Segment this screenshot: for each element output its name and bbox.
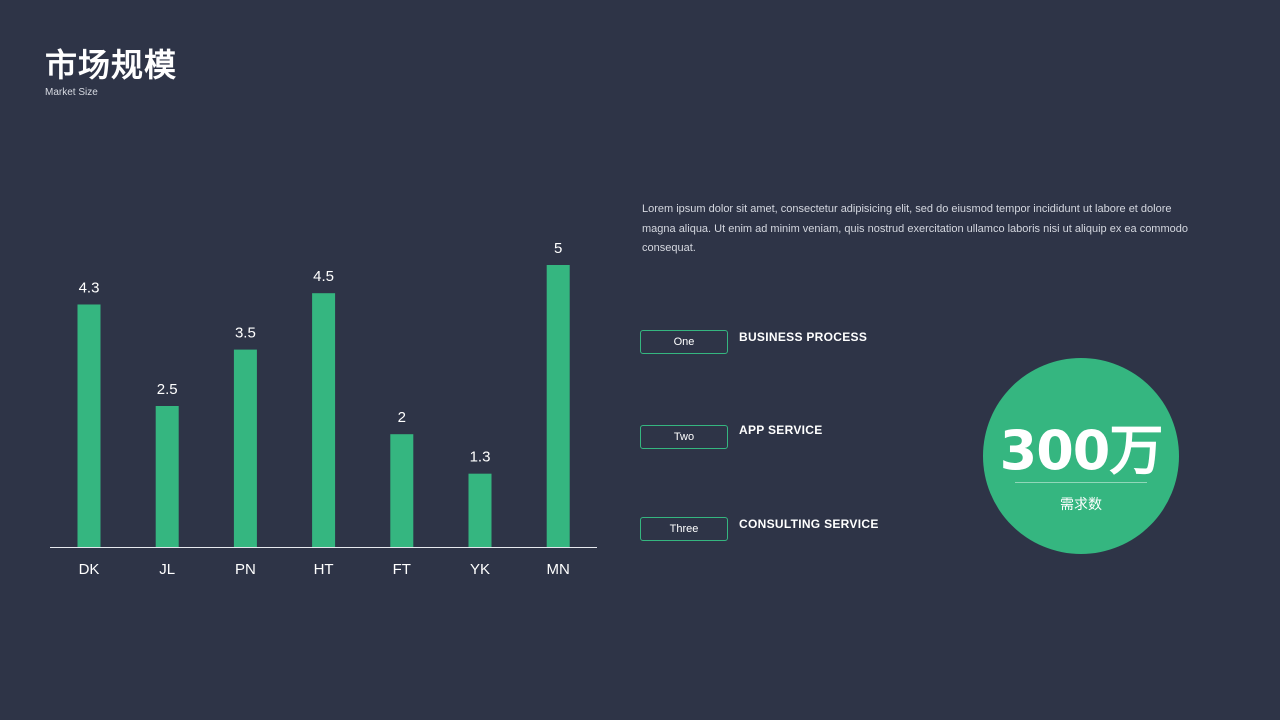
service-label-consulting-service: CONSULTING SERVICE	[739, 517, 879, 531]
stat-value: 300万	[999, 419, 1164, 482]
data-label-ft: 2	[398, 409, 406, 426]
service-label-app-service: APP SERVICE	[739, 423, 823, 437]
bar-ft	[390, 434, 414, 547]
stat-divider	[1015, 482, 1147, 483]
x-tick-label-mn: MN	[547, 561, 570, 578]
x-tick-label-ht: HT	[314, 561, 334, 578]
data-label-mn: 5	[554, 240, 562, 257]
x-tick-label-jl: JL	[159, 561, 175, 578]
data-label-jl: 2.5	[157, 381, 178, 398]
x-tick-label-pn: PN	[235, 561, 256, 578]
x-tick-label-ft: FT	[393, 561, 411, 578]
stat-circle: 300万 需求数	[983, 358, 1179, 554]
page-title: 市场规模	[45, 46, 178, 84]
description-text: Lorem ipsum dolor sit amet, consectetur …	[642, 203, 1188, 254]
data-label-yk: 1.3	[470, 449, 491, 466]
bar-dk	[77, 304, 101, 547]
page-subtitle: Market Size	[45, 87, 98, 98]
data-label-dk: 4.3	[79, 279, 100, 296]
bar-mn	[546, 265, 570, 547]
tag-one: One	[640, 330, 728, 354]
x-tick-label-yk: YK	[470, 561, 490, 578]
tag-two: Two	[640, 425, 728, 449]
data-label-ht: 4.5	[313, 268, 334, 285]
x-tick-label-dk: DK	[79, 561, 100, 578]
bar-yk	[468, 473, 492, 547]
data-label-pn: 3.5	[235, 325, 256, 342]
bar-ht	[312, 293, 336, 547]
bar-pn	[233, 349, 257, 547]
tag-three: Three	[640, 517, 728, 541]
bar-jl	[155, 406, 179, 547]
stat-label: 需求数	[1060, 497, 1102, 513]
bar-chart: 4.3 DK 2.5 JL 3.5 PN 4.5 HT 2 FT 1.3 YK 5 MN	[50, 240, 597, 578]
service-label-business-process: BUSINESS PROCESS	[739, 330, 868, 344]
